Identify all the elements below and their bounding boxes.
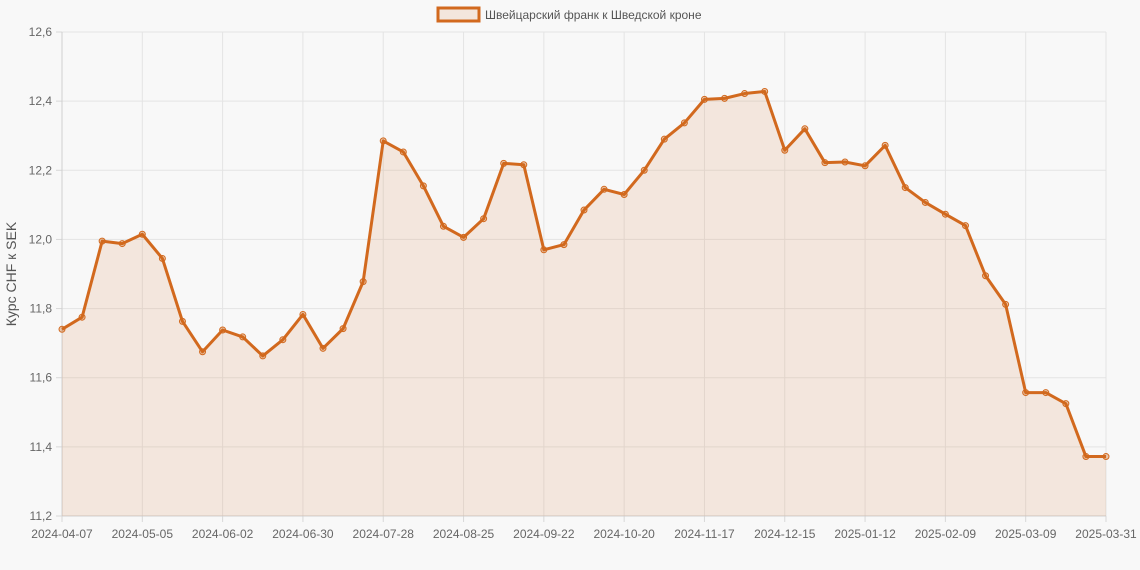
y-tick-label: 11,4 — [30, 440, 53, 454]
data-point[interactable] — [921, 198, 929, 206]
data-point[interactable] — [480, 215, 488, 223]
data-point[interactable] — [379, 137, 387, 145]
data-point[interactable] — [861, 162, 869, 170]
x-tick-label: 2024-12-15 — [754, 527, 816, 541]
data-point[interactable] — [339, 325, 347, 333]
data-point[interactable] — [1002, 300, 1010, 308]
x-tick-label: 2025-03-31 — [1075, 527, 1137, 541]
data-point[interactable] — [259, 352, 267, 360]
y-axis: 12,6 12,4 12,2 12,0 11,8 11,6 11,4 11,2 — [29, 25, 53, 523]
x-tick-label: 2024-09-22 — [513, 527, 575, 541]
y-tick-label: 12,4 — [29, 94, 53, 108]
y-axis-title: Курс CHF к SEK — [3, 221, 19, 326]
data-point[interactable] — [158, 254, 166, 262]
data-point[interactable] — [901, 184, 909, 192]
data-point[interactable] — [881, 141, 889, 149]
x-tick-label: 2024-06-02 — [192, 527, 254, 541]
data-point[interactable] — [78, 313, 86, 321]
y-tick-label: 11,6 — [30, 371, 53, 385]
y-tick-label: 12,2 — [29, 163, 53, 177]
data-point[interactable] — [58, 325, 66, 333]
data-point[interactable] — [580, 206, 588, 214]
data-point[interactable] — [419, 182, 427, 190]
x-tick-label: 2024-08-25 — [433, 527, 495, 541]
x-axis: 2024-04-07 2024-05-05 2024-06-02 2024-06-30… — [31, 527, 1137, 541]
data-point[interactable] — [460, 233, 468, 241]
data-point[interactable] — [279, 336, 287, 344]
data-point[interactable] — [359, 278, 367, 286]
legend[interactable]: Швейцарский франк к Шведской кроне — [436, 6, 702, 23]
x-tick-label: 2025-02-09 — [915, 527, 977, 541]
data-point[interactable] — [239, 333, 247, 341]
grid — [56, 31, 1107, 522]
x-tick-label: 2024-07-28 — [353, 527, 415, 541]
legend-label[interactable]: Швейцарский франк к Шведской кроне — [485, 8, 702, 22]
data-point[interactable] — [781, 146, 789, 154]
data-point[interactable] — [821, 159, 829, 167]
data-point[interactable] — [219, 326, 227, 334]
data-point[interactable] — [721, 94, 729, 102]
data-point[interactable] — [841, 158, 849, 166]
points-layer — [58, 87, 1110, 461]
legend-swatch[interactable] — [436, 6, 481, 23]
data-point[interactable] — [399, 148, 407, 156]
data-point[interactable] — [299, 310, 307, 318]
y-tick-label: 12,6 — [29, 25, 53, 39]
y-tick-label: 11,8 — [30, 302, 53, 316]
data-point[interactable] — [741, 90, 749, 98]
data-point[interactable] — [700, 95, 708, 103]
data-point[interactable] — [961, 222, 969, 230]
data-point[interactable] — [761, 87, 769, 95]
data-point[interactable] — [941, 210, 949, 218]
y-tick-label: 12,0 — [29, 232, 53, 246]
line-layer — [61, 89, 1106, 459]
data-point[interactable] — [98, 237, 106, 245]
data-point[interactable] — [1042, 389, 1050, 397]
x-tick-label: 2024-11-17 — [674, 527, 735, 541]
x-tick-label: 2024-04-07 — [31, 527, 93, 541]
x-tick-label: 2024-05-05 — [112, 527, 174, 541]
x-tick-label: 2024-06-30 — [272, 527, 334, 541]
data-point[interactable] — [620, 190, 628, 198]
data-point[interactable] — [1082, 453, 1090, 461]
data-point[interactable] — [1022, 389, 1030, 397]
data-point[interactable] — [178, 317, 186, 325]
data-point[interactable] — [600, 185, 608, 193]
data-point[interactable] — [138, 230, 146, 238]
data-point[interactable] — [500, 159, 508, 167]
data-point[interactable] — [660, 135, 668, 143]
data-point[interactable] — [118, 240, 126, 248]
y-tick-label: 11,2 — [30, 509, 53, 523]
data-point[interactable] — [1102, 453, 1110, 461]
data-point[interactable] — [680, 119, 688, 127]
x-tick-label: 2025-01-12 — [834, 527, 896, 541]
data-point[interactable] — [439, 222, 447, 230]
series-area — [62, 91, 1106, 517]
data-point[interactable] — [560, 241, 568, 249]
x-tick-label: 2024-10-20 — [593, 527, 655, 541]
area-layer — [62, 91, 1106, 517]
data-point[interactable] — [319, 344, 327, 352]
data-point[interactable] — [199, 348, 207, 356]
data-point[interactable] — [520, 161, 528, 169]
data-point[interactable] — [640, 166, 648, 174]
data-point[interactable] — [1062, 400, 1070, 408]
series-line — [61, 89, 1106, 459]
data-point[interactable] — [801, 125, 809, 133]
x-tick-label: 2025-03-09 — [995, 527, 1057, 541]
data-point[interactable] — [982, 272, 990, 280]
data-point[interactable] — [540, 246, 548, 254]
